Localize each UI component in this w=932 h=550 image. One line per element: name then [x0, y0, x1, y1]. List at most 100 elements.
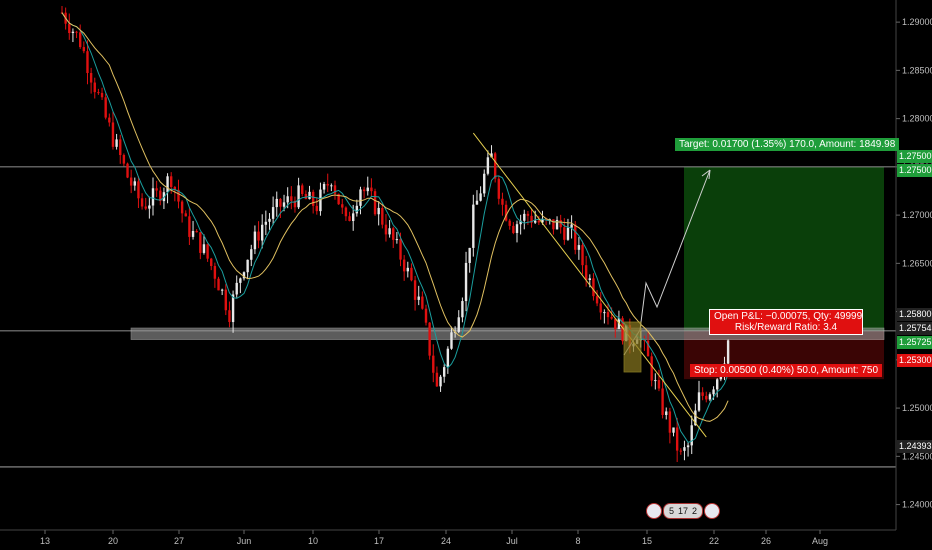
price-tick-label: 1.28500 — [902, 65, 932, 75]
candle-body — [275, 198, 278, 208]
candle-body — [315, 205, 318, 212]
candle-body — [144, 206, 147, 209]
candle-body — [333, 185, 337, 194]
candle-body — [392, 228, 395, 240]
candle-body — [82, 47, 86, 52]
price-tag: 1.27500 — [897, 150, 932, 163]
candle-body — [326, 183, 329, 186]
candle-body — [479, 193, 482, 201]
candle-body — [257, 231, 260, 241]
candle-body — [210, 258, 213, 267]
candle-body — [541, 218, 544, 223]
candle-body — [697, 392, 701, 411]
candle-body — [410, 267, 413, 281]
position-zones — [684, 166, 884, 380]
uk-flag-icon[interactable] — [704, 503, 721, 519]
candle-body — [253, 231, 257, 250]
candle-body — [344, 207, 348, 217]
candle-body — [555, 219, 559, 230]
candle-body — [319, 189, 322, 212]
candle-body — [461, 301, 464, 318]
candle-body — [726, 340, 730, 364]
candle-body — [544, 218, 548, 220]
candle-body — [712, 389, 715, 395]
price-tag: 1.25300 — [897, 354, 932, 367]
ma-slow-line — [61, 12, 729, 422]
price-tick-label: 1.27000 — [902, 210, 932, 220]
candle-body — [279, 198, 282, 207]
candle-body — [177, 189, 180, 202]
time-tick-label: 22 — [709, 536, 719, 546]
economic-events[interactable]: 5 17 2 — [646, 500, 721, 522]
time-tick-label: 17 — [374, 536, 384, 546]
price-tag: 1.25725 — [897, 336, 932, 349]
candle-body — [381, 207, 384, 225]
candle-body — [188, 216, 191, 237]
candle-body — [679, 450, 682, 452]
candle-body — [330, 185, 333, 187]
price-tag: 1.24393 — [897, 440, 932, 453]
candle-body — [246, 259, 249, 273]
candle-body — [195, 231, 198, 233]
candle-body — [191, 231, 195, 237]
candle-body — [472, 204, 475, 248]
candle-body — [490, 153, 493, 158]
candle-body — [133, 181, 136, 186]
candle-body — [421, 296, 424, 309]
trendline — [472, 132, 707, 438]
event-count-2: 17 — [678, 506, 689, 516]
candle-body — [119, 139, 122, 156]
candle-body — [501, 198, 504, 205]
candle-body — [701, 392, 704, 396]
candle-body — [552, 219, 555, 230]
candle-body — [534, 220, 537, 223]
target-zone — [684, 166, 884, 331]
candle-body — [450, 332, 453, 349]
candle-body — [486, 157, 490, 174]
candle-body — [581, 245, 584, 266]
us-flag-icon[interactable] — [646, 503, 662, 519]
candle-body — [406, 267, 409, 272]
candle-body — [566, 227, 570, 240]
candle-body — [293, 200, 297, 208]
candle-body — [690, 425, 693, 446]
price-tick-label: 1.25000 — [902, 403, 932, 413]
candle-body — [439, 376, 442, 387]
candle-body — [432, 355, 435, 373]
candle-body — [508, 220, 511, 226]
candle-body — [268, 218, 271, 222]
risk-reward-text: Risk/Reward Ratio: 3.4 — [734, 322, 838, 333]
candle-body — [311, 191, 315, 206]
event-badge[interactable]: 5 17 2 — [663, 503, 704, 519]
candle-body — [297, 185, 300, 208]
candle-body — [111, 122, 115, 147]
candle-body — [526, 213, 530, 216]
event-count-1: 5 — [669, 506, 675, 516]
candle-body — [104, 97, 107, 118]
candle-body — [366, 187, 369, 192]
candle-body — [322, 183, 326, 190]
ma-fast-line — [61, 12, 729, 444]
candle-body — [151, 188, 155, 206]
highlight-box — [623, 321, 642, 373]
candle-body — [100, 92, 104, 98]
candle-body — [675, 427, 679, 451]
candle-body — [603, 312, 606, 314]
time-tick-label: 15 — [642, 536, 652, 546]
candle-body — [348, 216, 351, 221]
candle-body — [341, 204, 344, 208]
candle-body — [301, 185, 304, 194]
candle-body — [595, 296, 599, 304]
time-tick-label: 10 — [308, 536, 318, 546]
candle-body — [137, 181, 140, 199]
candle-body — [231, 294, 235, 323]
candle-body — [235, 282, 238, 295]
candle-body — [220, 289, 224, 291]
candle-body — [173, 186, 177, 190]
candle-body — [282, 202, 286, 207]
candle-body — [264, 221, 268, 225]
candle-body — [75, 31, 78, 33]
candle-body — [610, 317, 613, 319]
candle-body — [359, 189, 362, 206]
